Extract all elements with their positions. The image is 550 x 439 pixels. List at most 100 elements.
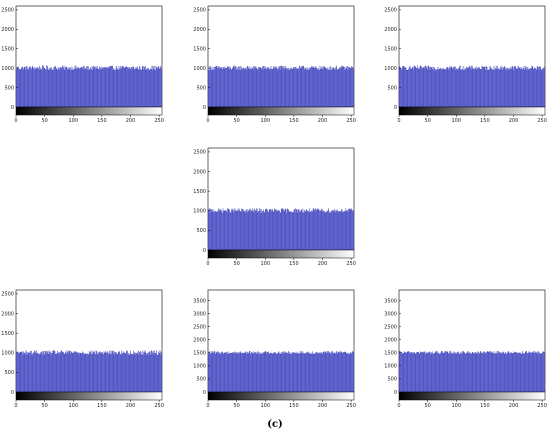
- x-tick-label: 200: [318, 403, 328, 409]
- x-tick-label: 100: [68, 118, 78, 124]
- y-tick-label: 3000: [384, 311, 397, 317]
- y-tick-label: 1000: [1, 66, 14, 72]
- x-tick-label: 50: [424, 403, 430, 409]
- y-tick-label: 2000: [384, 337, 397, 343]
- x-tick-label: 150: [289, 261, 299, 267]
- x-tick-label: 50: [41, 118, 47, 124]
- histogram-panel-5: 0 500 1000 1500 2000 2500 0 50 100 150 200 250: [1, 289, 164, 409]
- grayscale-colorbar: [15, 106, 163, 116]
- x-tick-label: 250: [537, 118, 547, 124]
- y-tick-label: 3000: [193, 311, 206, 317]
- figure-caption: (c): [267, 419, 283, 430]
- y-tick-label: 1000: [193, 66, 206, 72]
- y-tick-label: 1000: [193, 364, 206, 370]
- x-tick-label: 100: [260, 118, 270, 124]
- y-tick-label: 1000: [193, 209, 206, 215]
- y-tick-label: 1500: [1, 47, 14, 53]
- y-tick-label: 2000: [1, 311, 14, 317]
- y-tick-label: 500: [196, 228, 206, 234]
- y-tick-label: 500: [387, 377, 397, 383]
- y-tick-label: 1000: [1, 351, 14, 357]
- x-tick-label: 250: [537, 403, 547, 409]
- y-tick-label: 2500: [193, 8, 206, 14]
- y-tick-label: 1500: [193, 47, 206, 53]
- y-tick-label: 1500: [193, 351, 206, 357]
- x-tick-label: 250: [154, 403, 164, 409]
- x-tick-label: 50: [41, 403, 47, 409]
- y-tick-label: 500: [196, 377, 206, 383]
- x-tick-label: 50: [424, 118, 430, 124]
- x-tick-label: 250: [346, 403, 356, 409]
- y-tick-label: 1500: [193, 189, 206, 195]
- grayscale-colorbar: [207, 391, 355, 401]
- x-tick-label: 250: [154, 118, 164, 124]
- y-tick-label: 500: [4, 370, 14, 376]
- y-tick-label: 1500: [384, 351, 397, 357]
- x-tick-label: 0: [397, 403, 400, 409]
- x-tick-label: 250: [346, 261, 356, 267]
- x-tick-label: 100: [68, 403, 78, 409]
- x-tick-label: 0: [14, 403, 17, 409]
- y-tick-label: 0: [11, 390, 14, 396]
- y-tick-label: 3500: [384, 298, 397, 304]
- y-tick-label: 500: [4, 85, 14, 91]
- x-tick-label: 250: [346, 118, 356, 124]
- x-tick-label: 50: [233, 118, 239, 124]
- y-tick-label: 1500: [384, 47, 397, 53]
- x-tick-label: 150: [289, 403, 299, 409]
- x-tick-label: 200: [318, 118, 328, 124]
- histogram-panel-1: 0 500 1000 1500 2000 2500 0 50 100 150 200 250: [1, 5, 164, 124]
- x-tick-label: 200: [509, 403, 519, 409]
- y-tick-label: 0: [203, 390, 206, 396]
- y-tick-label: 2500: [1, 292, 14, 298]
- x-tick-label: 150: [480, 403, 490, 409]
- y-tick-label: 0: [203, 105, 206, 111]
- grayscale-colorbar: [207, 106, 355, 116]
- histogram-panel-6: 0 500 1000 1500 2000 2500 3000 3500 0 50 100 150 200…: [193, 289, 356, 409]
- y-tick-label: 2500: [1, 8, 14, 14]
- y-tick-label: 0: [394, 390, 397, 396]
- x-tick-label: 100: [451, 403, 461, 409]
- y-tick-label: 2000: [193, 27, 206, 33]
- y-tick-label: 2000: [384, 27, 397, 33]
- x-tick-label: 150: [480, 118, 490, 124]
- y-tick-label: 0: [203, 248, 206, 254]
- x-tick-label: 150: [289, 118, 299, 124]
- x-tick-label: 150: [97, 403, 107, 409]
- y-tick-label: 2500: [193, 324, 206, 330]
- y-tick-label: 2500: [384, 324, 397, 330]
- x-tick-label: 0: [206, 118, 209, 124]
- y-tick-label: 2500: [193, 150, 206, 156]
- histogram-panel-3: 0 500 1000 1500 2000 2500 0 50 100 150 200 250: [384, 5, 547, 124]
- grayscale-colorbar: [207, 249, 355, 259]
- y-tick-label: 2000: [1, 27, 14, 33]
- grayscale-colorbar: [398, 391, 546, 401]
- x-tick-label: 50: [233, 403, 239, 409]
- x-tick-label: 100: [451, 118, 461, 124]
- y-tick-label: 2500: [384, 8, 397, 14]
- y-tick-label: 500: [387, 85, 397, 91]
- y-tick-label: 0: [11, 105, 14, 111]
- y-tick-label: 0: [394, 105, 397, 111]
- x-tick-label: 0: [206, 403, 209, 409]
- x-tick-label: 200: [126, 403, 136, 409]
- x-tick-label: 0: [397, 118, 400, 124]
- x-tick-label: 0: [14, 118, 17, 124]
- y-tick-label: 1500: [1, 331, 14, 337]
- x-tick-label: 50: [233, 261, 239, 267]
- x-tick-label: 150: [97, 118, 107, 124]
- grayscale-colorbar: [398, 106, 546, 116]
- histogram-panel-7: 0 500 1000 1500 2000 2500 3000 3500 0 50 100 150 200…: [384, 289, 547, 409]
- x-tick-label: 100: [260, 261, 270, 267]
- x-tick-label: 100: [260, 403, 270, 409]
- y-tick-label: 3500: [193, 298, 206, 304]
- grayscale-colorbar: [15, 391, 163, 401]
- histogram-panel-4: 0 500 1000 1500 2000 2500 0 50 100 150 200 250: [193, 147, 356, 267]
- y-tick-label: 2000: [193, 169, 206, 175]
- y-tick-label: 500: [196, 85, 206, 91]
- y-tick-label: 1000: [384, 364, 397, 370]
- y-tick-label: 1000: [384, 66, 397, 72]
- y-tick-label: 2000: [193, 337, 206, 343]
- x-tick-label: 0: [206, 261, 209, 267]
